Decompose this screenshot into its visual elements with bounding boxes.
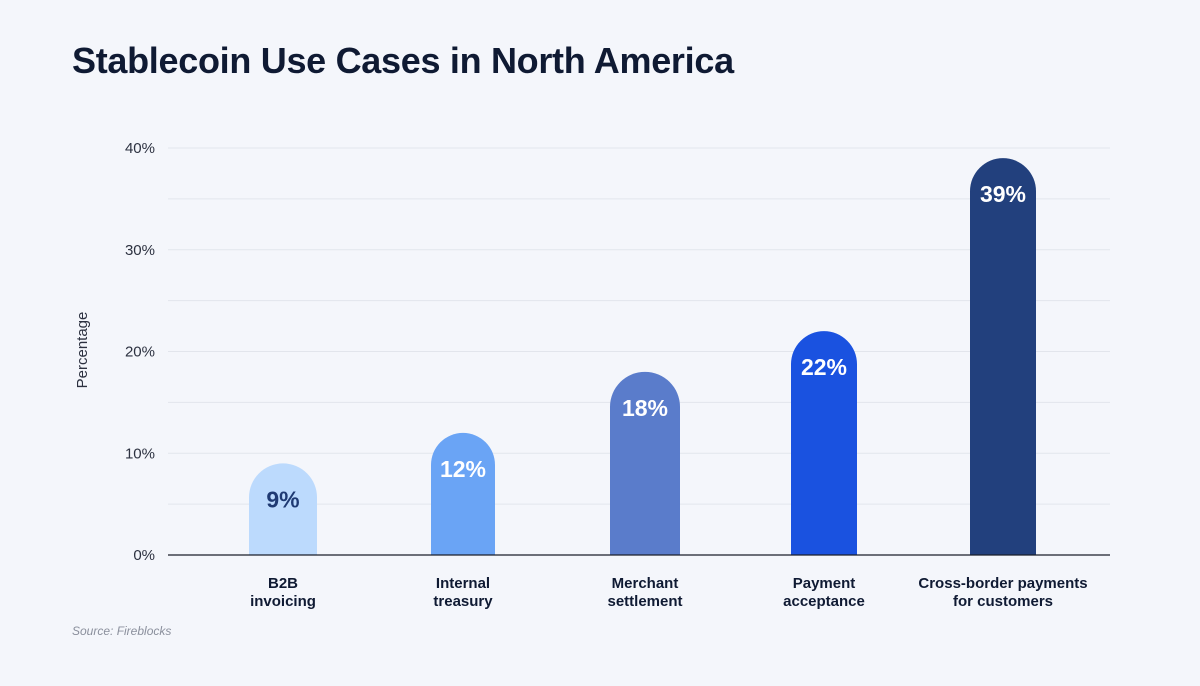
x-axis-labels: B2B invoicing Internal treasury Merchant sett… (250, 575, 1088, 610)
y-axis-label: Percentage (74, 312, 91, 389)
bar (249, 463, 317, 555)
bar-value-label: 12% (440, 456, 486, 482)
y-tick-label: 30% (125, 242, 155, 259)
x-category-label: Cross-border payments for customers (918, 575, 1087, 610)
y-tick-label: 0% (133, 547, 155, 564)
chart-title: Stablecoin Use Cases in North America (72, 40, 734, 81)
source-note: Source: Fireblocks (72, 624, 172, 638)
bar-value-label: 39% (980, 181, 1026, 207)
bar (431, 432, 495, 555)
x-category-label: Internal treasury (433, 575, 493, 610)
bars: 9% 12% 18% 22% 39% (249, 158, 1036, 556)
y-tick-label: 40% (125, 140, 155, 157)
bar (791, 331, 857, 555)
bar-value-label: 22% (801, 354, 847, 380)
y-axis-ticks: 0% 10% 20% 30% 40% (125, 140, 155, 564)
bar-value-label: 9% (266, 486, 299, 512)
bar (610, 371, 680, 555)
x-category-label: Merchant settlement (607, 575, 682, 610)
bar-value-label: 18% (622, 395, 668, 421)
y-tick-label: 20% (125, 344, 155, 361)
y-tick-label: 10% (125, 445, 155, 462)
bar (970, 158, 1036, 556)
x-category-label: Payment acceptance (783, 575, 865, 610)
x-category-label: B2B invoicing (250, 575, 316, 610)
